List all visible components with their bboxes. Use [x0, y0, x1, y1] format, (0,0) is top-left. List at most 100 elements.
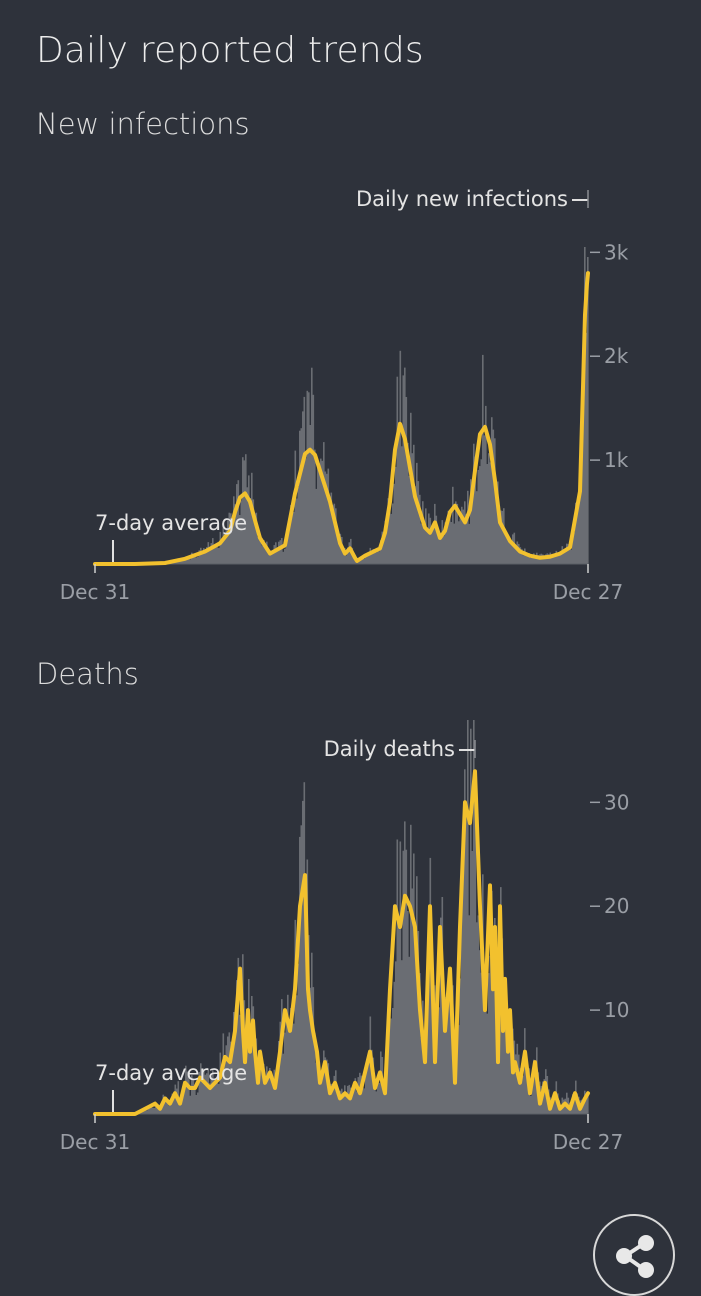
- daily-bars: [136, 720, 589, 1114]
- daily-bar: [430, 518, 432, 564]
- daily-bar: [302, 411, 304, 564]
- daily-bar: [200, 548, 202, 564]
- daily-bar: [346, 556, 348, 565]
- daily-bar: [476, 491, 478, 564]
- daily-bar: [464, 501, 466, 564]
- daily-bar: [146, 1110, 148, 1114]
- daily-bar: [512, 534, 514, 564]
- daily-bar: [431, 531, 433, 564]
- daily-bar: [224, 539, 226, 564]
- daily-bar: [217, 547, 219, 564]
- daily-bar: [527, 557, 529, 565]
- daily-bar: [401, 446, 403, 564]
- daily-bar: [433, 528, 435, 564]
- daily-bar: [218, 548, 220, 564]
- daily-bar: [526, 556, 528, 565]
- daily-bar: [323, 1051, 325, 1115]
- daily-bar: [251, 473, 253, 564]
- y-tick-label: 30: [604, 790, 629, 814]
- daily-bar: [251, 996, 253, 1114]
- daily-annotation-label: Daily new infections: [356, 187, 568, 211]
- daily-bar: [422, 501, 424, 564]
- daily-bar: [523, 1076, 525, 1114]
- daily-bar: [301, 825, 303, 1114]
- section-title-deaths: Deaths: [36, 657, 139, 691]
- daily-bar: [314, 450, 316, 564]
- daily-bar: [395, 961, 397, 1114]
- daily-bar: [202, 1080, 204, 1114]
- share-button[interactable]: [593, 1214, 675, 1296]
- daily-bar: [418, 481, 420, 564]
- daily-bar: [470, 729, 472, 1114]
- daily-bar: [379, 551, 381, 564]
- daily-bar: [454, 524, 456, 564]
- daily-bar: [476, 922, 478, 1114]
- daily-bar: [248, 475, 250, 564]
- daily-bar: [376, 1091, 378, 1114]
- daily-bar: [218, 1084, 220, 1114]
- daily-bar: [494, 438, 496, 564]
- daily-bar: [487, 464, 489, 564]
- daily-bar: [190, 559, 192, 564]
- daily-bar: [317, 467, 319, 564]
- daily-bar: [485, 995, 487, 1114]
- daily-bar: [298, 487, 300, 564]
- daily-bar: [296, 995, 298, 1114]
- daily-bar: [257, 1080, 259, 1114]
- daily-bar: [478, 470, 480, 564]
- daily-bar: [571, 550, 573, 564]
- daily-bar: [482, 355, 484, 564]
- daily-annotation-label: Daily deaths: [324, 737, 455, 761]
- daily-bar: [268, 1079, 270, 1115]
- daily-bar: [221, 542, 223, 564]
- daily-bar: [196, 1095, 198, 1114]
- daily-bar: [193, 1080, 195, 1114]
- daily-bar: [490, 462, 492, 564]
- daily-bar: [413, 445, 415, 564]
- daily-bar: [434, 504, 436, 564]
- daily-bar: [259, 1083, 261, 1114]
- daily-bar: [370, 548, 372, 564]
- daily-bar: [398, 921, 400, 1114]
- daily-bar: [302, 801, 304, 1114]
- daily-bar: [305, 458, 307, 564]
- daily-bar: [421, 524, 423, 564]
- daily-bar: [319, 463, 321, 564]
- daily-bar: [401, 960, 403, 1114]
- daily-bar: [323, 442, 325, 564]
- daily-bar: [488, 453, 490, 564]
- daily-bar: [491, 417, 493, 564]
- daily-bar: [458, 521, 460, 564]
- daily-bar: [427, 531, 429, 564]
- daily-bar: [343, 1096, 345, 1114]
- section-title-infections: New infections: [36, 107, 250, 141]
- daily-bar: [478, 915, 480, 1114]
- daily-bar: [425, 508, 427, 564]
- daily-bar: [349, 542, 351, 564]
- share-icon: [615, 1234, 657, 1280]
- daily-bar: [397, 840, 399, 1115]
- daily-bar: [169, 1106, 171, 1115]
- daily-bar: [391, 514, 393, 564]
- daily-bar: [523, 555, 525, 564]
- daily-bar: [481, 973, 483, 1114]
- daily-bar: [155, 1107, 157, 1114]
- daily-bar: [469, 915, 471, 1114]
- daily-bar: [452, 487, 454, 564]
- daily-bar: [467, 720, 469, 1114]
- daily-bar: [262, 546, 264, 565]
- daily-bar: [392, 1008, 394, 1114]
- daily-bar: [508, 1045, 510, 1114]
- daily-bar: [407, 911, 409, 1114]
- daily-bar: [409, 957, 411, 1114]
- daily-bar: [530, 558, 532, 564]
- daily-bar: [487, 1014, 489, 1114]
- daily-bar: [404, 821, 406, 1114]
- daily-bar: [257, 537, 259, 564]
- daily-bar: [466, 817, 468, 1114]
- daily-bar: [356, 1091, 358, 1114]
- daily-bar: [296, 499, 298, 565]
- daily-bar: [215, 547, 217, 564]
